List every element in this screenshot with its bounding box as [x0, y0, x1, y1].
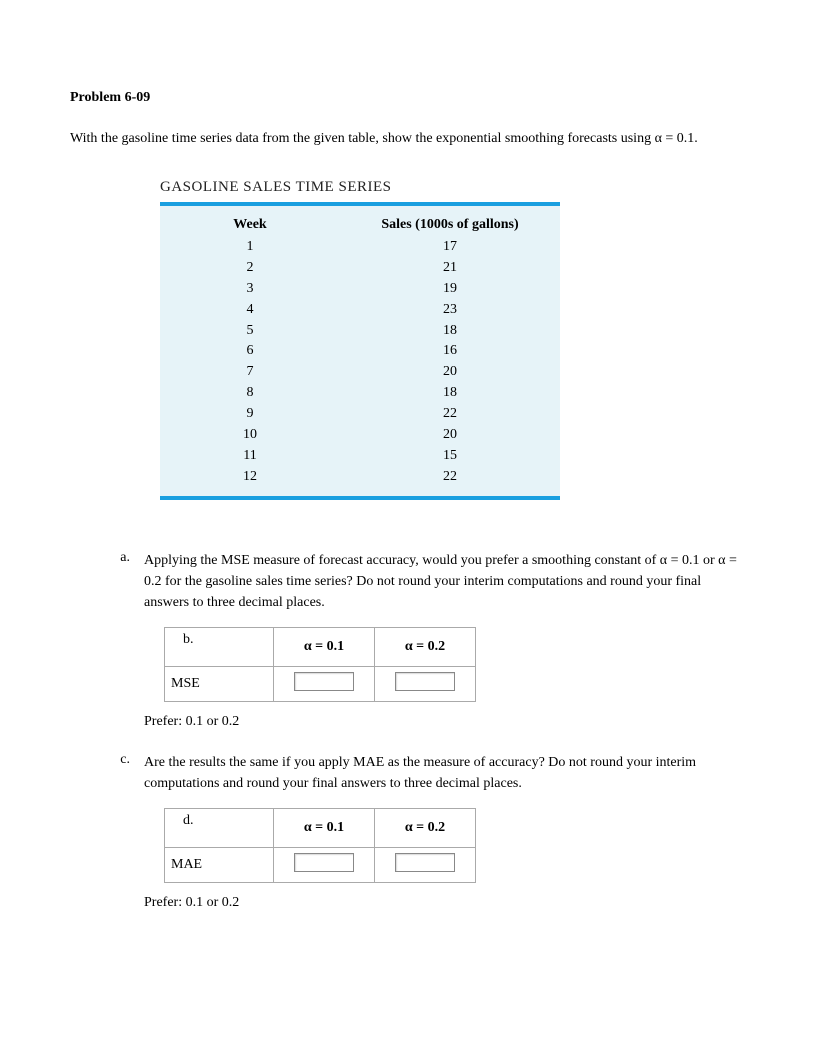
- mae-row-label: MAE: [165, 847, 274, 882]
- week-cell: 9: [160, 404, 340, 425]
- table-row: 221: [160, 258, 560, 279]
- sales-cell: 18: [340, 383, 560, 404]
- gasoline-block: GASOLINE SALES TIME SERIES Week Sales (1…: [160, 179, 746, 500]
- part-a: a. Applying the MSE measure of forecast …: [70, 550, 746, 613]
- table-row: 319: [160, 279, 560, 300]
- part-c-text: Are the results the same if you apply MA…: [144, 752, 746, 794]
- page-container: Problem 6-09 With the gasoline time seri…: [0, 0, 816, 911]
- mse-col1: α = 0.1: [274, 627, 375, 666]
- problem-title: Problem 6-09: [70, 90, 746, 106]
- mse-input-alpha-02[interactable]: [395, 672, 455, 691]
- mae-table: d. α = 0.1 α = 0.2 MAE: [164, 808, 476, 883]
- part-a-answer-block: b. α = 0.1 α = 0.2 MSE: [144, 627, 746, 702]
- part-a-text: Applying the MSE measure of forecast acc…: [144, 550, 746, 613]
- week-cell: 2: [160, 258, 340, 279]
- week-cell: 12: [160, 467, 340, 488]
- gasoline-tbody: 117 221 319 423 518 616 720 818 922 1020…: [160, 237, 560, 488]
- mse-input-alpha-01[interactable]: [294, 672, 354, 691]
- table-row: 1020: [160, 425, 560, 446]
- part-a-marker: a.: [70, 550, 144, 613]
- sales-cell: 21: [340, 258, 560, 279]
- mae-input-01-cell: [274, 847, 375, 882]
- week-cell: 10: [160, 425, 340, 446]
- week-cell: 3: [160, 279, 340, 300]
- sales-cell: 19: [340, 279, 560, 300]
- table-row: 117: [160, 237, 560, 258]
- sales-cell: 22: [340, 404, 560, 425]
- sales-cell: 20: [340, 362, 560, 383]
- gasoline-header-sales: Sales (1000s of gallons): [340, 216, 560, 237]
- mae-col2: α = 0.2: [375, 808, 476, 847]
- gasoline-table-wrap: Week Sales (1000s of gallons) 117 221 31…: [160, 202, 560, 500]
- part-c-marker: c.: [70, 752, 144, 794]
- gasoline-table: Week Sales (1000s of gallons) 117 221 31…: [160, 216, 560, 488]
- gasoline-title: GASOLINE SALES TIME SERIES: [160, 179, 746, 196]
- subparts: a. Applying the MSE measure of forecast …: [70, 550, 746, 911]
- mse-row-label: MSE: [165, 666, 274, 701]
- week-cell: 1: [160, 237, 340, 258]
- mse-corner: b.: [165, 627, 274, 666]
- week-cell: 8: [160, 383, 340, 404]
- table-row: 1222: [160, 467, 560, 488]
- part-c-answer-block: d. α = 0.1 α = 0.2 MAE: [144, 808, 746, 883]
- mae-col1: α = 0.1: [274, 808, 375, 847]
- mae-input-alpha-01[interactable]: [294, 853, 354, 872]
- table-row: 423: [160, 300, 560, 321]
- table-row: 518: [160, 321, 560, 342]
- gasoline-header-week: Week: [160, 216, 340, 237]
- week-cell: 7: [160, 362, 340, 383]
- week-cell: 4: [160, 300, 340, 321]
- week-cell: 11: [160, 446, 340, 467]
- mse-input-01-cell: [274, 666, 375, 701]
- mae-input-alpha-02[interactable]: [395, 853, 455, 872]
- problem-statement: With the gasoline time series data from …: [70, 128, 746, 149]
- table-row: 922: [160, 404, 560, 425]
- mse-col2: α = 0.2: [375, 627, 476, 666]
- table-row: 818: [160, 383, 560, 404]
- part-c: c. Are the results the same if you apply…: [70, 752, 746, 794]
- sales-cell: 17: [340, 237, 560, 258]
- week-cell: 6: [160, 341, 340, 362]
- sales-cell: 22: [340, 467, 560, 488]
- mae-input-02-cell: [375, 847, 476, 882]
- part-a-prefer: Prefer: 0.1 or 0.2: [144, 714, 746, 730]
- sales-cell: 15: [340, 446, 560, 467]
- table-row: 616: [160, 341, 560, 362]
- sales-cell: 18: [340, 321, 560, 342]
- mse-table: b. α = 0.1 α = 0.2 MSE: [164, 627, 476, 702]
- mse-input-02-cell: [375, 666, 476, 701]
- table-row: 720: [160, 362, 560, 383]
- mae-corner: d.: [165, 808, 274, 847]
- sales-cell: 16: [340, 341, 560, 362]
- part-c-prefer: Prefer: 0.1 or 0.2: [144, 895, 746, 911]
- table-row: 1115: [160, 446, 560, 467]
- sales-cell: 23: [340, 300, 560, 321]
- sales-cell: 20: [340, 425, 560, 446]
- week-cell: 5: [160, 321, 340, 342]
